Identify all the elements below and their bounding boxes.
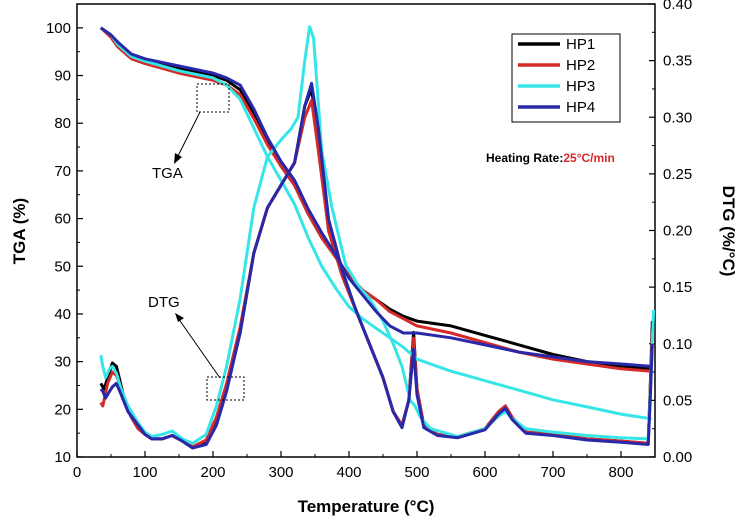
tga-arrowhead <box>174 153 182 164</box>
series-lines <box>99 25 656 450</box>
y-axis-left-title: TGA (%) <box>10 198 29 264</box>
dtg-zoom-box <box>206 376 245 401</box>
legend: HP1 HP2 HP3 HP4 <box>511 33 621 123</box>
dtg-arrowhead <box>175 313 184 322</box>
hp4-tga-line <box>99 26 652 368</box>
dtg-annotation: DTG <box>148 294 180 311</box>
heating-rate-value: 25°C/min <box>563 151 614 165</box>
x-tick-label: 500 <box>404 464 429 481</box>
hp1-dtg-line <box>99 87 654 450</box>
x-tick-label: 100 <box>132 464 157 481</box>
y-right-tick-label: 0.25 <box>663 166 692 183</box>
y-axis-right: 0.00 0.05 0.10 0.15 0.20 0.25 0.30 0.35 0.40 <box>649 0 692 466</box>
y-left-tick-label: 40 <box>54 306 71 323</box>
legend-label-hp4: HP4 <box>566 99 595 116</box>
y-right-tick-label: 0.40 <box>663 0 692 13</box>
y-axis-left: 10 20 30 40 50 60 70 80 90 100 <box>46 20 83 466</box>
x-tick-label: 0 <box>73 464 81 481</box>
x-tick-label: 300 <box>268 464 293 481</box>
legend-label-hp1: HP1 <box>566 36 595 53</box>
y-right-tick-label: 0.10 <box>663 336 692 353</box>
tga-zoom-box <box>196 83 230 113</box>
y-left-tick-label: 100 <box>46 20 71 37</box>
x-tick-label: 600 <box>472 464 497 481</box>
heating-rate-prefix: Heating Rate: <box>486 151 563 165</box>
x-tick-label: 200 <box>200 464 225 481</box>
x-tick-label: 800 <box>608 464 633 481</box>
hp2-tga-line <box>99 26 652 373</box>
y-axis-right-title: DTG (%/°C) <box>719 186 738 277</box>
x-tick-label: 400 <box>336 464 361 481</box>
y-left-tick-label: 10 <box>54 449 71 466</box>
x-tick-label: 700 <box>540 464 565 481</box>
heating-rate-label: Heating Rate:25°C/min <box>486 151 615 165</box>
y-right-tick-label: 0.30 <box>663 109 692 126</box>
y-left-tick-label: 20 <box>54 401 71 418</box>
x-axis: 0 100 200 300 400 500 600 700 800 <box>73 451 634 481</box>
legend-label-hp3: HP3 <box>566 78 595 95</box>
tga-arrow <box>176 111 201 159</box>
hp2-dtg-line <box>99 98 654 449</box>
hp4-dtg-line <box>99 81 654 450</box>
tga-annotation: TGA <box>152 165 183 182</box>
y-left-tick-label: 80 <box>54 115 71 132</box>
y-right-tick-label: 0.20 <box>663 223 692 240</box>
y-right-tick-label: 0.35 <box>663 53 692 70</box>
y-left-tick-label: 90 <box>54 68 71 85</box>
x-axis-title: Temperature (°C) <box>298 497 435 516</box>
y-left-tick-label: 30 <box>54 354 71 371</box>
hp3-tga-line <box>99 26 652 421</box>
y-left-tick-label: 60 <box>54 211 71 228</box>
y-right-tick-label: 0.15 <box>663 279 692 296</box>
legend-label-hp2: HP2 <box>566 57 595 74</box>
y-left-tick-label: 70 <box>54 163 71 180</box>
dtg-arrow <box>177 317 221 379</box>
y-right-tick-label: 0.00 <box>663 449 692 466</box>
y-left-tick-label: 50 <box>54 258 71 275</box>
y-right-tick-label: 0.05 <box>663 392 692 409</box>
